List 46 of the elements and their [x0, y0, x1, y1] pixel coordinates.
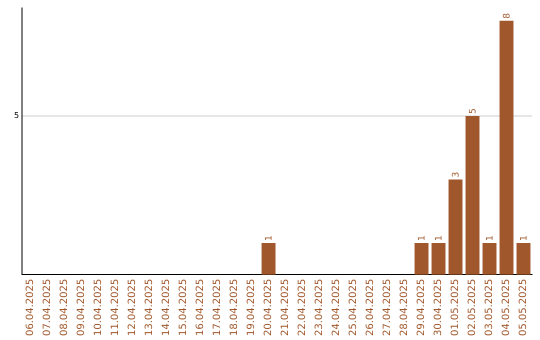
data-label: 3	[452, 172, 462, 178]
x-tick-label: 20.04.2025	[263, 278, 274, 336]
x-tick-label: 15.04.2025	[178, 278, 190, 336]
x-tick-label: 07.04.2025	[42, 278, 54, 336]
bar	[414, 242, 428, 275]
bar	[500, 20, 514, 275]
x-tick-label: 28.04.2025	[399, 278, 410, 336]
data-label: 1	[486, 235, 496, 241]
x-tick-label: 18.04.2025	[229, 278, 240, 336]
bar	[448, 179, 462, 275]
x-tick-label: 01.05.2025	[450, 278, 462, 336]
x-tick-label: 03.05.2025	[484, 278, 496, 336]
data-label: 5	[468, 108, 479, 114]
x-tick-label: 02.05.2025	[467, 278, 478, 336]
x-tick-label: 22.04.2025	[297, 278, 308, 336]
x-tick-label: 12.04.2025	[127, 278, 138, 336]
x-tick-label: 14.04.2025	[161, 278, 172, 336]
x-tick-label: 26.04.2025	[365, 278, 376, 336]
x-tick-label: 30.04.2025	[433, 278, 444, 336]
bar	[262, 242, 276, 275]
x-tick-label: 27.04.2025	[382, 278, 394, 336]
bar	[466, 116, 480, 275]
x-tick-label: 13.04.2025	[144, 278, 156, 336]
x-tick-label: 25.04.2025	[348, 278, 360, 336]
x-tick-label: 10.04.2025	[93, 278, 104, 336]
bar	[482, 242, 496, 275]
x-tick-label: 08.04.2025	[59, 278, 70, 336]
data-label: 8	[502, 12, 513, 19]
x-tick-label: 23.04.2025	[314, 278, 326, 336]
data-label: 1	[264, 235, 275, 241]
data-label: 1	[418, 235, 428, 241]
x-tick-label: 24.04.2025	[331, 278, 342, 336]
x-tick-label: 04.05.2025	[501, 278, 512, 336]
x-tick-label: 21.04.2025	[280, 278, 292, 336]
x-tick-label: 06.04.2025	[25, 278, 36, 336]
bar	[516, 242, 530, 275]
data-label: 1	[434, 235, 445, 241]
x-tick-label: 11.04.2025	[110, 278, 122, 336]
x-tick-label: 16.04.2025	[195, 278, 206, 336]
x-tick-label: 17.04.2025	[212, 278, 224, 336]
bar	[432, 242, 446, 275]
x-tick-label: 19.04.2025	[246, 278, 258, 336]
x-tick-label: 29.04.2025	[416, 278, 428, 336]
x-tick-label: 09.04.2025	[76, 278, 88, 336]
x-tick-label: 05.05.2025	[518, 278, 530, 336]
data-label: 1	[520, 235, 530, 241]
